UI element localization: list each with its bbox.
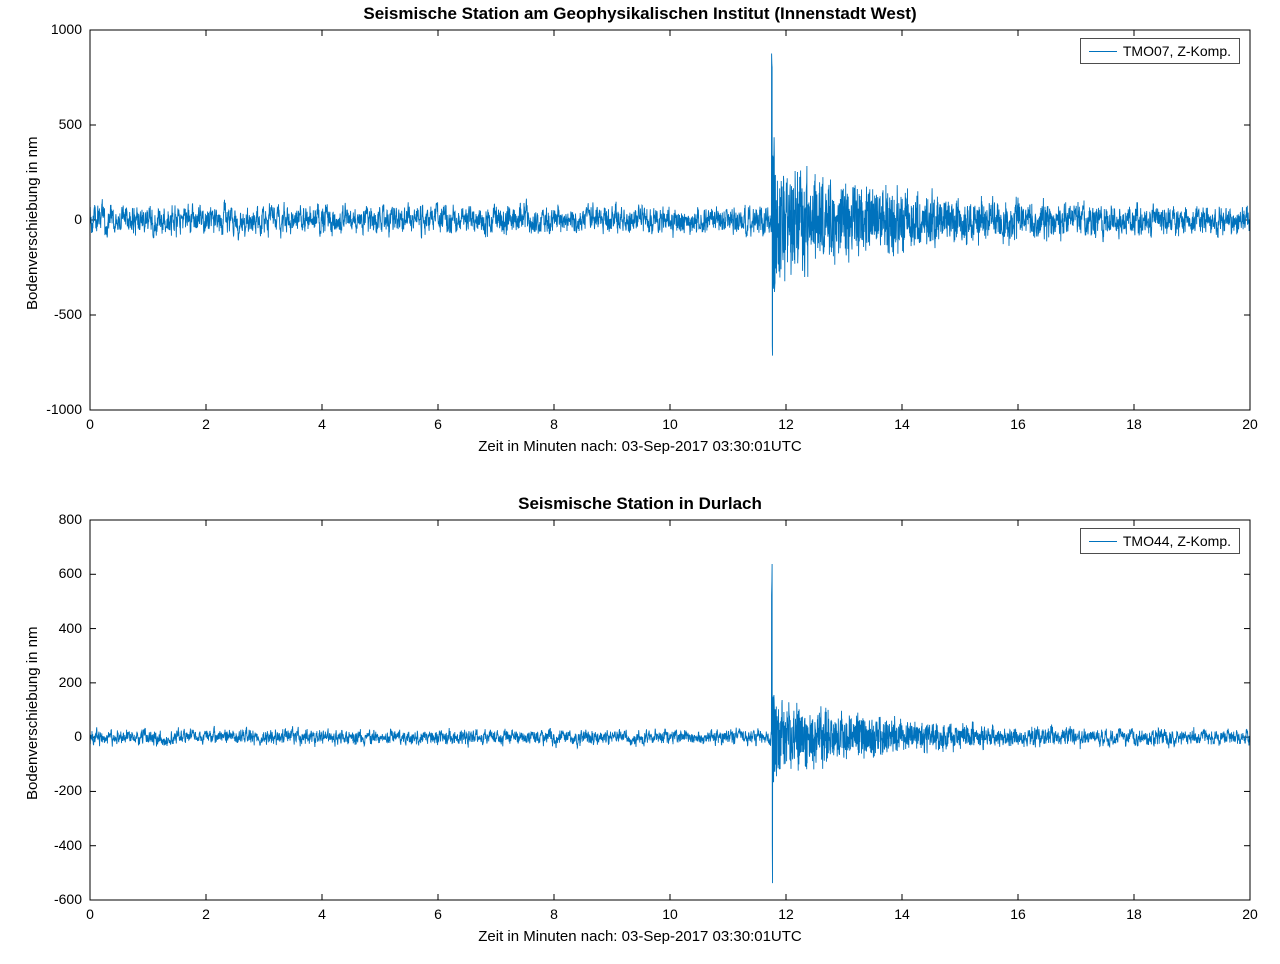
legend-swatch xyxy=(1089,51,1117,52)
legend-swatch xyxy=(1089,541,1117,542)
seismogram-panel-top: Seismische Station am Geophysikalischen … xyxy=(0,0,1280,470)
x-axis-label: Zeit in Minuten nach: 03-Sep-2017 03:30:… xyxy=(0,438,1280,455)
x-axis-label: Zeit in Minuten nach: 03-Sep-2017 03:30:… xyxy=(0,928,1280,945)
axes-box xyxy=(90,520,1250,900)
legend: TMO44, Z-Komp. xyxy=(1080,528,1240,554)
seismogram-panel-bottom: Seismische Station in Durlach02468101214… xyxy=(0,490,1280,960)
legend: TMO07, Z-Komp. xyxy=(1080,38,1240,64)
legend-label: TMO07, Z-Komp. xyxy=(1123,43,1231,59)
legend-label: TMO44, Z-Komp. xyxy=(1123,533,1231,549)
y-axis-label: Bodenverschiebung in nm xyxy=(24,627,41,800)
y-axis-label: Bodenverschiebung in nm xyxy=(24,137,41,310)
seismogram-plot xyxy=(0,490,1280,960)
seismogram-plot xyxy=(0,0,1280,470)
